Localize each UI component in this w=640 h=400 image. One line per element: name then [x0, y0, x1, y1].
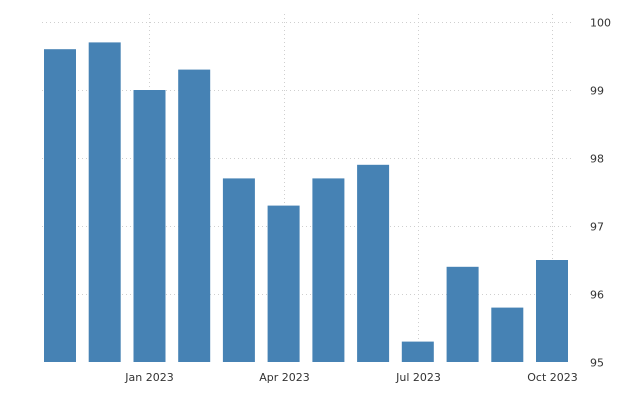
y-tick-label: 96: [590, 289, 604, 302]
y-tick-label: 98: [590, 153, 604, 166]
bar-feb-2023: [178, 69, 211, 362]
bar-jul-2023: [401, 341, 434, 362]
y-tick-label: 99: [590, 85, 604, 98]
bar-aug-2023: [446, 266, 479, 362]
bar-sep-2023: [491, 307, 524, 362]
x-tick-label: Jan 2023: [124, 371, 173, 384]
x-tick-label: Jul 2023: [395, 371, 441, 384]
bar-jun-2023: [357, 164, 390, 362]
bar-nov-2022: [44, 49, 76, 362]
y-tick-label: 97: [590, 221, 604, 234]
bar-mar-2023: [222, 178, 255, 362]
x-axis-ticks: Jan 2023 Apr 2023 Jul 2023 Oct 2023: [124, 371, 577, 384]
x-tick-label: Oct 2023: [527, 371, 578, 384]
x-tick-label: Apr 2023: [259, 371, 310, 384]
bar-apr-2023: [267, 205, 300, 362]
bar-dec-2022: [88, 42, 121, 363]
y-tick-label: 95: [590, 357, 604, 370]
bar-jan-2023: [133, 90, 166, 362]
bar-may-2023: [312, 178, 345, 362]
y-tick-label: 100: [590, 17, 611, 30]
bars: [44, 42, 568, 363]
y-axis-ticks: 95 96 97 98 99 100: [590, 17, 611, 370]
grid: [42, 14, 572, 362]
bar-oct-2023: [536, 260, 568, 362]
